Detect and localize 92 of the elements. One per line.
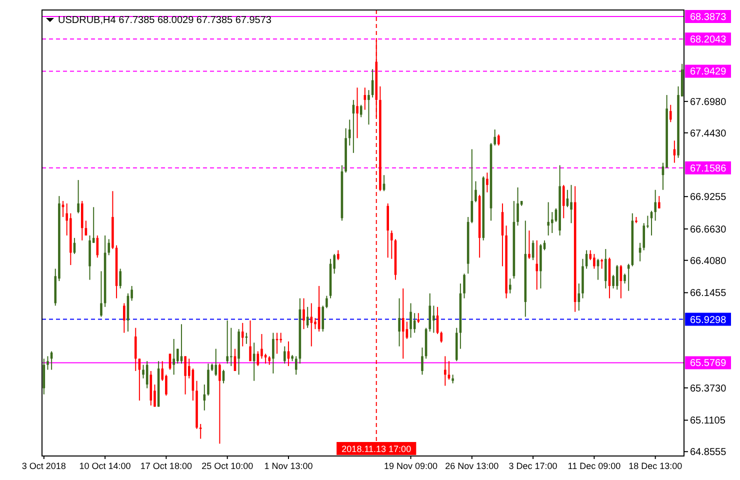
- y-tick-label: 66.6630: [690, 224, 727, 236]
- candlestick: [176, 348, 179, 364]
- candlestick: [421, 347, 424, 376]
- ref-line-label: 65.5769: [690, 358, 727, 370]
- candlestick: [642, 222, 646, 251]
- candlestick: [294, 356, 298, 376]
- candlestick: [654, 189, 656, 222]
- candlestick: [337, 250, 340, 261]
- y-tick-label: 66.1455: [690, 288, 727, 300]
- candlestick: [77, 180, 80, 214]
- candlestick: [382, 174, 386, 192]
- candlestick: [528, 230, 530, 260]
- ref-line-label: 65.9298: [690, 314, 727, 326]
- candlestick: [448, 360, 450, 380]
- candlestick: [596, 258, 600, 280]
- candlestick: [444, 356, 446, 386]
- x-tick-label: 19 Nov 09:00: [384, 461, 438, 471]
- candlestick: [498, 134, 500, 146]
- y-tick-label: 66.9255: [690, 192, 727, 204]
- candlestick: [669, 104, 672, 123]
- candlestick: [536, 240, 538, 290]
- candlestick: [184, 356, 186, 395]
- ref-line-label: 68.3873: [690, 12, 727, 23]
- candlestick: [226, 320, 228, 364]
- candlestick: [322, 305, 324, 332]
- candlestick: [172, 338, 175, 376]
- x-tick-label: 17 Oct 18:00: [140, 461, 192, 471]
- candlestick: [326, 295, 328, 309]
- candlestick: [218, 363, 221, 444]
- y-tick-label: 65.3730: [690, 383, 727, 394]
- candlestick: [390, 230, 393, 260]
- candlestick: [616, 264, 618, 290]
- candlestick: [272, 332, 274, 374]
- candlestick: [673, 140, 676, 164]
- candlestick: [356, 87, 358, 139]
- x-tick-label: 25 Oct 10:00: [202, 461, 254, 471]
- candlestick: [562, 184, 565, 219]
- candlestick: [368, 90, 370, 126]
- candlestick: [302, 298, 305, 330]
- x-tick-label: 11 Dec 09:00: [568, 461, 621, 471]
- y-tick-label: 67.4430: [690, 128, 727, 140]
- ref-line-label: 67.9429: [690, 66, 727, 78]
- x-tick-label: 2018.11.13 17:00: [342, 444, 412, 454]
- candlestick: [256, 350, 260, 367]
- candlestick: [138, 358, 141, 402]
- candlestick: [600, 258, 603, 270]
- y-tick-label: 66.4080: [690, 256, 727, 267]
- candlestick: [123, 302, 126, 334]
- candlestick: [428, 292, 432, 332]
- x-tick-label: 3 Oct 2018: [22, 461, 66, 471]
- candlestick: [230, 327, 232, 367]
- candlestick: [432, 305, 435, 334]
- candlestick: [547, 202, 550, 236]
- candlestick: [398, 298, 400, 347]
- candlestick: [551, 212, 554, 234]
- candlestick: [108, 238, 110, 256]
- candlestick: [463, 273, 466, 299]
- x-tick-label: 18 Dec 13:00: [628, 461, 682, 471]
- candlestick: [508, 278, 512, 294]
- y-tick-label: 64.8555: [690, 447, 727, 458]
- candlestick: [570, 184, 572, 224]
- candlestick: [46, 356, 49, 370]
- candlestick: [284, 346, 286, 364]
- candlestick: [624, 273, 626, 284]
- ref-line-label: 68.2043: [690, 34, 727, 46]
- candlestick: [658, 196, 660, 209]
- candlestick: [348, 119, 351, 146]
- candlestick: [593, 253, 596, 270]
- candlestick: [119, 268, 122, 289]
- x-tick-label: 26 Nov 13:00: [445, 461, 499, 471]
- candlestick: [100, 270, 102, 318]
- candlestick: [486, 172, 488, 193]
- text: USDRUB,H4 67.7385 68.0029 67.7385 67.9573: [58, 15, 272, 26]
- candlestick: [134, 327, 137, 372]
- candlestick: [410, 302, 412, 338]
- candlestick: [214, 348, 218, 376]
- x-tick-label: 3 Dec 17:00: [508, 461, 558, 471]
- candlestick: [249, 320, 252, 362]
- candlestick: [494, 129, 496, 146]
- y-tick-label: 65.1105: [690, 416, 726, 427]
- candlestick: [402, 288, 404, 360]
- candlestick: [440, 331, 442, 344]
- x-tick-label: 1 Nov 13:00: [264, 461, 313, 471]
- candlestick: [241, 322, 244, 347]
- candlestick: [474, 180, 477, 203]
- candlestick: [516, 186, 519, 226]
- candlestick: [199, 423, 202, 440]
- y-tick-label: 67.6980: [690, 96, 727, 108]
- candlestick: [280, 332, 282, 344]
- ref-line-label: 67.1586: [690, 163, 727, 174]
- x-tick-label: 10 Oct 14:00: [79, 461, 131, 471]
- candlestick: [604, 248, 607, 289]
